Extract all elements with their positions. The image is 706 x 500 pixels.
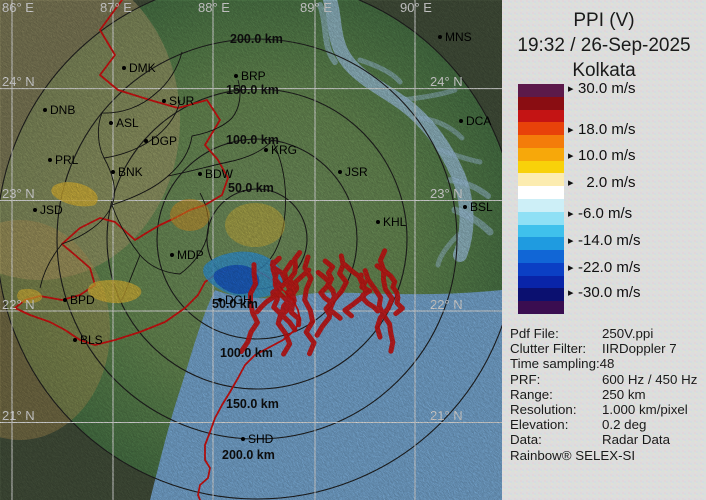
svg-text:SHD: SHD bbox=[248, 432, 274, 446]
svg-text:DNB: DNB bbox=[50, 103, 75, 117]
svg-text:BPD: BPD bbox=[70, 293, 95, 307]
svg-text:DCA: DCA bbox=[466, 114, 491, 128]
svg-text:ASL: ASL bbox=[116, 116, 139, 130]
svg-text:DGH: DGH bbox=[225, 293, 252, 307]
svg-text:BSL: BSL bbox=[470, 200, 493, 214]
svg-text:SUR: SUR bbox=[169, 94, 195, 108]
svg-text:MNS: MNS bbox=[445, 30, 472, 44]
svg-text:BNK: BNK bbox=[118, 165, 143, 179]
svg-text:BRP: BRP bbox=[241, 69, 266, 83]
svg-text:KHL: KHL bbox=[383, 215, 407, 229]
svg-text:KRG: KRG bbox=[271, 143, 297, 157]
svg-text:JSD: JSD bbox=[40, 203, 63, 217]
svg-text:MDP: MDP bbox=[177, 248, 204, 262]
svg-text:BLS: BLS bbox=[80, 333, 103, 347]
svg-text:DMK: DMK bbox=[129, 61, 156, 75]
svg-text:JSR: JSR bbox=[345, 165, 368, 179]
svg-text:BDW: BDW bbox=[205, 167, 234, 181]
svg-text:DGP: DGP bbox=[151, 134, 177, 148]
svg-text:PRL: PRL bbox=[55, 153, 79, 167]
